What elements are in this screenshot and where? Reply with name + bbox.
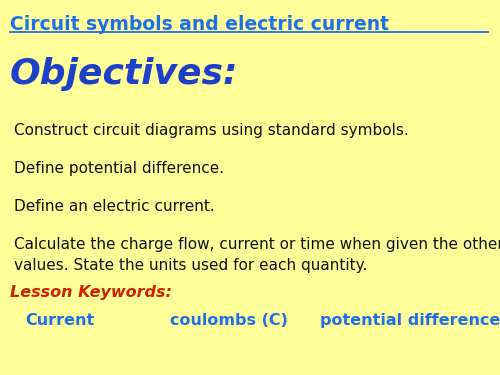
Text: Objectives:: Objectives: bbox=[10, 57, 238, 91]
Text: potential difference: potential difference bbox=[320, 313, 500, 328]
Text: Calculate the charge flow, current or time when given the other two
values. Stat: Calculate the charge flow, current or ti… bbox=[14, 237, 500, 273]
Text: Lesson Keywords:: Lesson Keywords: bbox=[10, 285, 172, 300]
Text: Construct circuit diagrams using standard symbols.: Construct circuit diagrams using standar… bbox=[14, 123, 409, 138]
Text: Define potential difference.: Define potential difference. bbox=[14, 161, 224, 176]
Text: Circuit symbols and electric current: Circuit symbols and electric current bbox=[10, 15, 389, 34]
Text: Current: Current bbox=[25, 313, 94, 328]
Text: coulombs (C): coulombs (C) bbox=[170, 313, 288, 328]
Text: Define an electric current.: Define an electric current. bbox=[14, 199, 215, 214]
